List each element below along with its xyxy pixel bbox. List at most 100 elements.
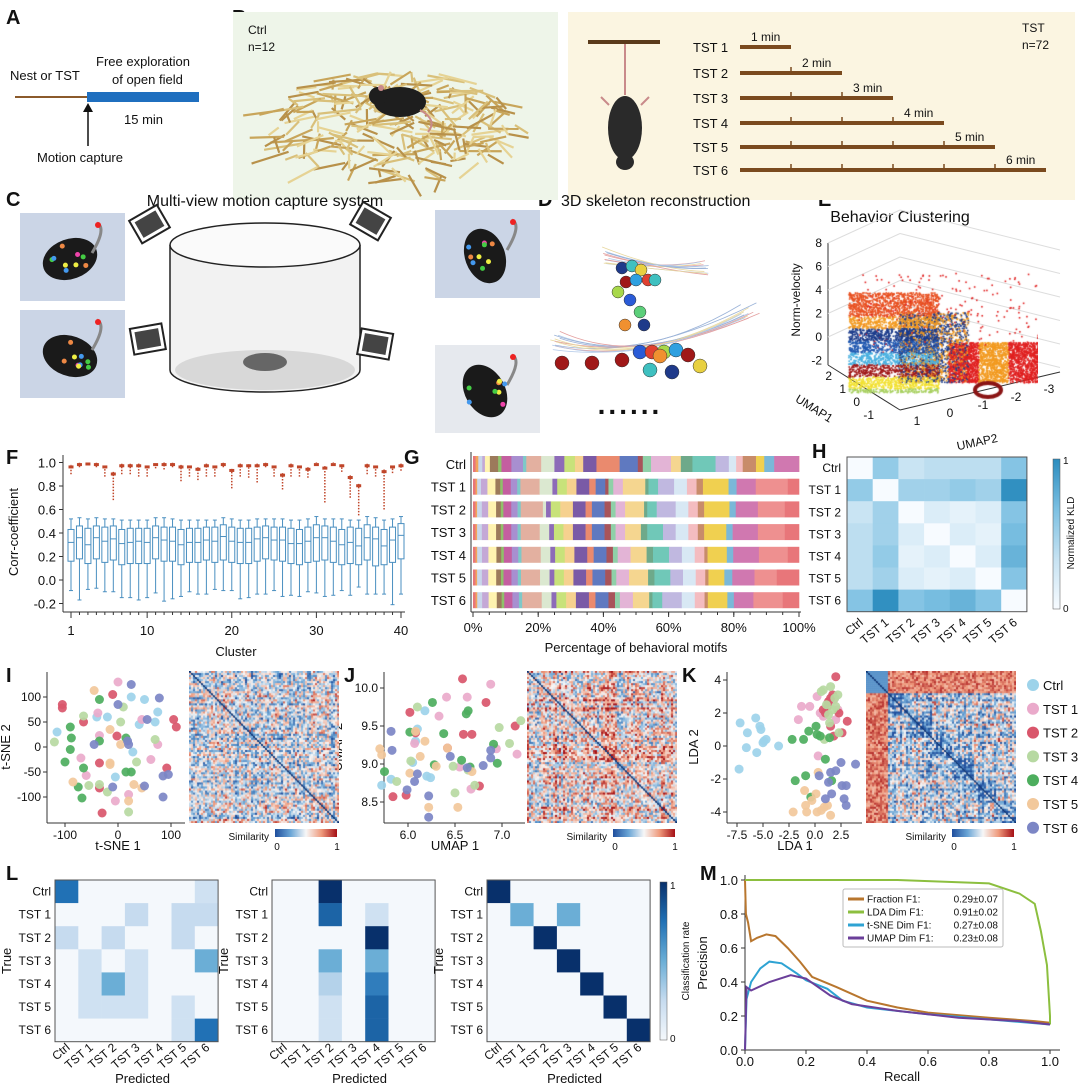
data-point: [402, 785, 412, 795]
motif-segment: [540, 546, 551, 563]
box-within: [161, 463, 167, 467]
motif-segment: [520, 501, 544, 518]
similarity-colorbar: [952, 829, 1014, 837]
motif-segment: [498, 456, 502, 472]
colorbar-max-label: 1: [672, 842, 678, 853]
data-point: [132, 757, 142, 767]
kld-cell: [847, 567, 873, 590]
motif-segment: [503, 524, 512, 541]
data-point: [77, 793, 87, 803]
straw: [313, 161, 346, 171]
confusion-cell: [365, 995, 389, 1019]
motif-segment: [787, 546, 800, 563]
motif-segment: [662, 592, 683, 609]
confusion-cell: [341, 903, 366, 927]
kld-cell: [1001, 567, 1028, 590]
box-within: [136, 464, 142, 468]
confusion-cell: [487, 949, 511, 973]
marker-dot: [492, 388, 498, 394]
box-within: [263, 463, 269, 467]
motif-segment: [610, 524, 616, 541]
box-within: [212, 465, 218, 469]
box-between: [397, 523, 405, 560]
confusion-cell: [510, 995, 534, 1019]
box-within: [364, 464, 370, 468]
confusion-cell: [626, 926, 651, 950]
confusion-cell: [556, 1018, 581, 1042]
data-point: [442, 692, 452, 702]
marker-dot: [480, 265, 486, 271]
straw: [493, 108, 510, 116]
box-within: [229, 468, 235, 472]
trajectory-trace: [603, 262, 707, 274]
true-label: TST 4: [236, 977, 269, 991]
legend-swatch: [1027, 750, 1039, 763]
kld-cell: [975, 589, 1002, 612]
data-point: [49, 737, 59, 747]
data-point: [455, 762, 465, 772]
motif-segment: [708, 569, 725, 586]
motif-segment: [482, 592, 489, 609]
kld-cell: [872, 501, 899, 524]
legend-label: TST 1: [1043, 702, 1078, 717]
confusion-cell: [341, 880, 366, 904]
straw: [382, 71, 392, 89]
motif-segment: [736, 478, 757, 495]
straw: [287, 90, 319, 99]
motif-segment: [702, 478, 729, 495]
box-between: [236, 527, 244, 565]
confusion-cell: [341, 949, 366, 973]
row-label: TST 1: [431, 480, 466, 495]
similarity-label: Similarity: [905, 832, 946, 843]
confusion-cell: [533, 949, 558, 973]
motif-segment: [608, 592, 616, 609]
motif-segment: [704, 524, 727, 541]
lda-similarity-matrix: [866, 671, 1016, 823]
straw: [484, 142, 491, 153]
box-between: [346, 526, 354, 565]
umap2-axis-label: UMAP2: [955, 431, 999, 453]
data-point: [377, 780, 387, 790]
predicted-axis-label: Predicted: [332, 1071, 387, 1085]
x-axis-label: t-SNE 1: [95, 838, 141, 853]
straw: [284, 111, 292, 123]
motif-segment: [707, 546, 728, 563]
confusion-cell: [148, 972, 172, 996]
confusion-cell: [487, 1018, 511, 1042]
motif-segment: [625, 524, 642, 541]
data-point: [116, 717, 126, 727]
motif-segment: [729, 501, 737, 518]
motif-segment: [589, 478, 596, 495]
x-tick-label: 30: [309, 623, 323, 638]
confusion-cell: [341, 972, 366, 996]
motif-segment: [573, 569, 587, 586]
confusion-cell: [101, 1018, 126, 1042]
data-point: [57, 703, 67, 713]
marker-dot: [468, 254, 474, 260]
straw: [494, 100, 523, 109]
grid-line: [827, 233, 901, 267]
motif-segment: [496, 569, 502, 586]
box-within: [237, 464, 243, 468]
confusion-cell: [171, 903, 196, 927]
confusion-cell: [388, 903, 413, 927]
row-label: TST 2: [431, 502, 466, 517]
confusion-cell: [295, 903, 319, 927]
legend-swatch: [1027, 821, 1039, 834]
true-label: Ctrl: [249, 885, 268, 899]
box-within: [119, 464, 125, 468]
kld-cell: [898, 479, 925, 502]
straw: [377, 156, 411, 166]
x-tick-label: 20%: [525, 620, 551, 635]
confusion-cell: [194, 949, 219, 973]
straw: [337, 86, 355, 90]
data-point: [158, 792, 168, 802]
data-point: [820, 794, 830, 804]
data-point: [153, 707, 163, 717]
data-point: [445, 751, 455, 761]
z-tick-label: 4: [815, 283, 822, 297]
straw: [285, 120, 300, 136]
data-point: [163, 770, 173, 779]
kld-cell: [924, 589, 951, 612]
